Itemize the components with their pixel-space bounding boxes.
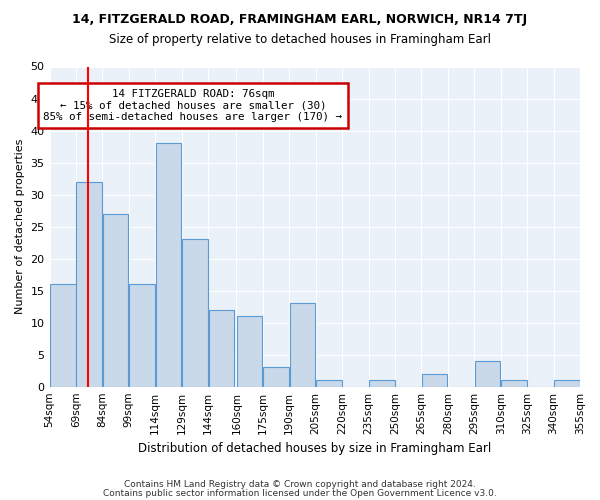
- Bar: [156, 144, 181, 386]
- Bar: [316, 380, 341, 386]
- Bar: [237, 316, 262, 386]
- X-axis label: Distribution of detached houses by size in Framingham Earl: Distribution of detached houses by size …: [138, 442, 491, 455]
- Bar: [129, 284, 155, 386]
- Text: Size of property relative to detached houses in Framingham Earl: Size of property relative to detached ho…: [109, 32, 491, 46]
- Bar: [290, 304, 315, 386]
- Bar: [182, 240, 208, 386]
- Text: 14, FITZGERALD ROAD, FRAMINGHAM EARL, NORWICH, NR14 7TJ: 14, FITZGERALD ROAD, FRAMINGHAM EARL, NO…: [73, 12, 527, 26]
- Bar: [50, 284, 76, 386]
- Y-axis label: Number of detached properties: Number of detached properties: [15, 139, 25, 314]
- Bar: [475, 361, 500, 386]
- Bar: [369, 380, 395, 386]
- Bar: [263, 368, 289, 386]
- Bar: [76, 182, 102, 386]
- Bar: [554, 380, 580, 386]
- Text: 14 FITZGERALD ROAD: 76sqm
← 15% of detached houses are smaller (30)
85% of semi-: 14 FITZGERALD ROAD: 76sqm ← 15% of detac…: [43, 89, 342, 122]
- Bar: [103, 214, 128, 386]
- Bar: [501, 380, 527, 386]
- Text: Contains public sector information licensed under the Open Government Licence v3: Contains public sector information licen…: [103, 488, 497, 498]
- Bar: [422, 374, 448, 386]
- Bar: [209, 310, 234, 386]
- Text: Contains HM Land Registry data © Crown copyright and database right 2024.: Contains HM Land Registry data © Crown c…: [124, 480, 476, 489]
